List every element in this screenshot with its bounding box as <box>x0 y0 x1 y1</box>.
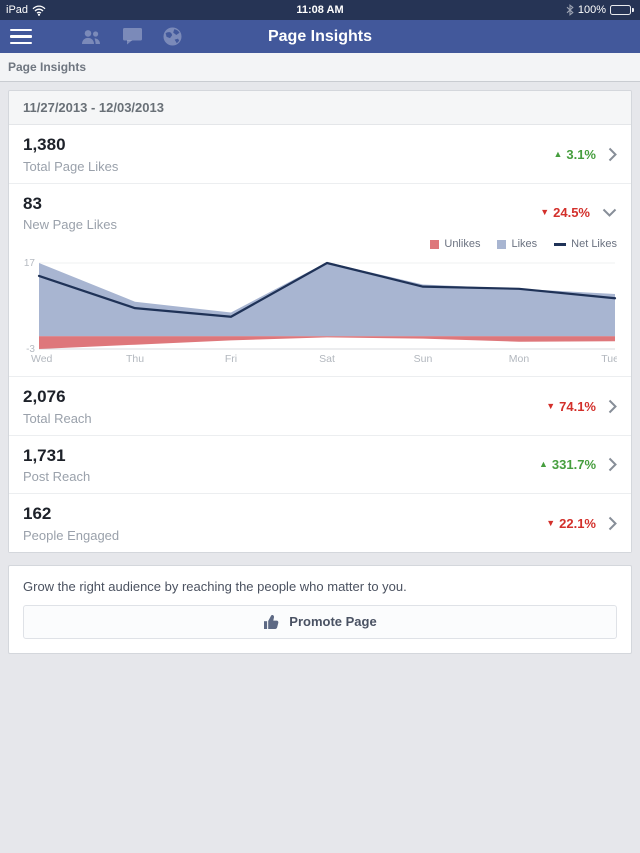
friend-requests-icon[interactable] <box>80 29 102 45</box>
date-range-header: 11/27/2013 - 12/03/2013 <box>9 91 631 125</box>
net-likes-swatch-icon <box>554 242 567 246</box>
metric-change: 331.7% <box>551 457 596 473</box>
metric-label: People Engaged <box>23 527 120 543</box>
unlikes-swatch-icon <box>430 239 440 249</box>
bluetooth-icon <box>566 4 574 16</box>
metric-change: 24.5% <box>553 205 590 221</box>
promo-card: Grow the right audience by reaching the … <box>8 564 632 654</box>
likes-swatch-icon <box>497 239 507 249</box>
chevron-right-icon[interactable] <box>608 457 617 472</box>
trend-up-icon: ▲ <box>553 148 563 159</box>
trend-down-icon: ▼ <box>540 207 550 218</box>
trend-badge: ▲ 3.1% <box>553 147 596 162</box>
promote-page-label: Promote Page <box>289 614 377 630</box>
svg-text:Mon: Mon <box>509 353 530 365</box>
trend-down-icon: ▼ <box>546 517 556 528</box>
promote-page-button[interactable]: Promote Page <box>23 604 617 639</box>
metric-value: 162 <box>23 504 52 524</box>
breadcrumb-label: Page Insights <box>8 60 87 74</box>
metric-value: 2,076 <box>23 387 66 407</box>
legend-item-likes: Likes <box>497 238 537 250</box>
battery-icon <box>610 5 634 15</box>
metric-label: Total Reach <box>23 410 92 426</box>
new-likes-chart: Unlikes Likes Net Likes 17 -3 Wed Thu Fri Sat… <box>9 236 631 378</box>
trend-badge: ▲ 331.7% <box>539 457 596 472</box>
metric-label: Total Page Likes <box>23 158 119 174</box>
svg-text:-3: -3 <box>26 344 35 355</box>
chart-legend: Unlikes Likes Net Likes <box>23 236 617 253</box>
chevron-right-icon[interactable] <box>608 147 617 162</box>
legend-item-net-likes: Net Likes <box>554 238 617 250</box>
battery-percent: 100% <box>577 4 606 16</box>
metric-row-total-page-likes[interactable]: 1,380 Total Page Likes ▲ 3.1% <box>9 125 631 184</box>
breadcrumb: Page Insights <box>0 53 640 82</box>
svg-text:Sun: Sun <box>414 353 433 365</box>
svg-text:Thu: Thu <box>126 353 144 365</box>
trend-down-icon: ▼ <box>546 400 556 411</box>
metric-value: 83 <box>23 193 42 213</box>
chevron-down-icon[interactable] <box>602 208 617 218</box>
status-time: 11:08 AM <box>296 4 344 16</box>
trend-badge: ▼ 24.5% <box>540 205 590 220</box>
chevron-right-icon[interactable] <box>608 516 617 531</box>
metric-change: 3.1% <box>566 146 596 162</box>
messages-icon[interactable] <box>123 28 142 45</box>
navbar: Page Insights <box>0 20 640 53</box>
promo-text: Grow the right audience by reaching the … <box>23 578 407 594</box>
metric-row-total-reach[interactable]: 2,076 Total Reach ▼ 74.1% <box>9 377 631 436</box>
metric-row-people-engaged[interactable]: 162 People Engaged ▼ 22.1% <box>9 494 631 552</box>
legend-item-unlikes: Unlikes <box>430 238 480 250</box>
wifi-icon <box>32 4 46 16</box>
metric-row-post-reach[interactable]: 1,731 Post Reach ▲ 331.7% <box>9 435 631 495</box>
svg-text:Wed: Wed <box>31 353 53 365</box>
content: 11/27/2013 - 12/03/2013 1,380 Total Page… <box>0 82 640 662</box>
menu-icon[interactable] <box>10 28 32 45</box>
trend-badge: ▼ 74.1% <box>546 399 596 414</box>
metric-label: New Page Likes <box>23 217 117 233</box>
metric-change: 22.1% <box>559 515 596 531</box>
metric-change: 74.1% <box>559 398 596 414</box>
svg-text:Fri: Fri <box>225 353 237 365</box>
metric-row-new-page-likes[interactable]: 83 New Page Likes ▼ 24.5% <box>9 183 631 237</box>
chevron-right-icon[interactable] <box>608 399 617 414</box>
notifications-globe-icon[interactable] <box>163 27 182 46</box>
metric-value: 1,380 <box>23 135 66 154</box>
carrier-label: iPad <box>6 4 29 16</box>
trend-badge: ▼ 22.1% <box>546 516 596 531</box>
svg-text:17: 17 <box>24 258 36 269</box>
svg-text:Sat: Sat <box>319 353 335 365</box>
metric-label: Post Reach <box>23 469 91 485</box>
trend-up-icon: ▲ <box>538 459 548 470</box>
thumbs-up-icon <box>263 613 281 630</box>
status-bar: iPad 11:08 AM 100% <box>0 0 640 20</box>
svg-text:Tue: Tue <box>601 353 617 365</box>
metric-value: 1,731 <box>23 445 66 465</box>
insights-card: 11/27/2013 - 12/03/2013 1,380 Total Page… <box>8 90 632 553</box>
